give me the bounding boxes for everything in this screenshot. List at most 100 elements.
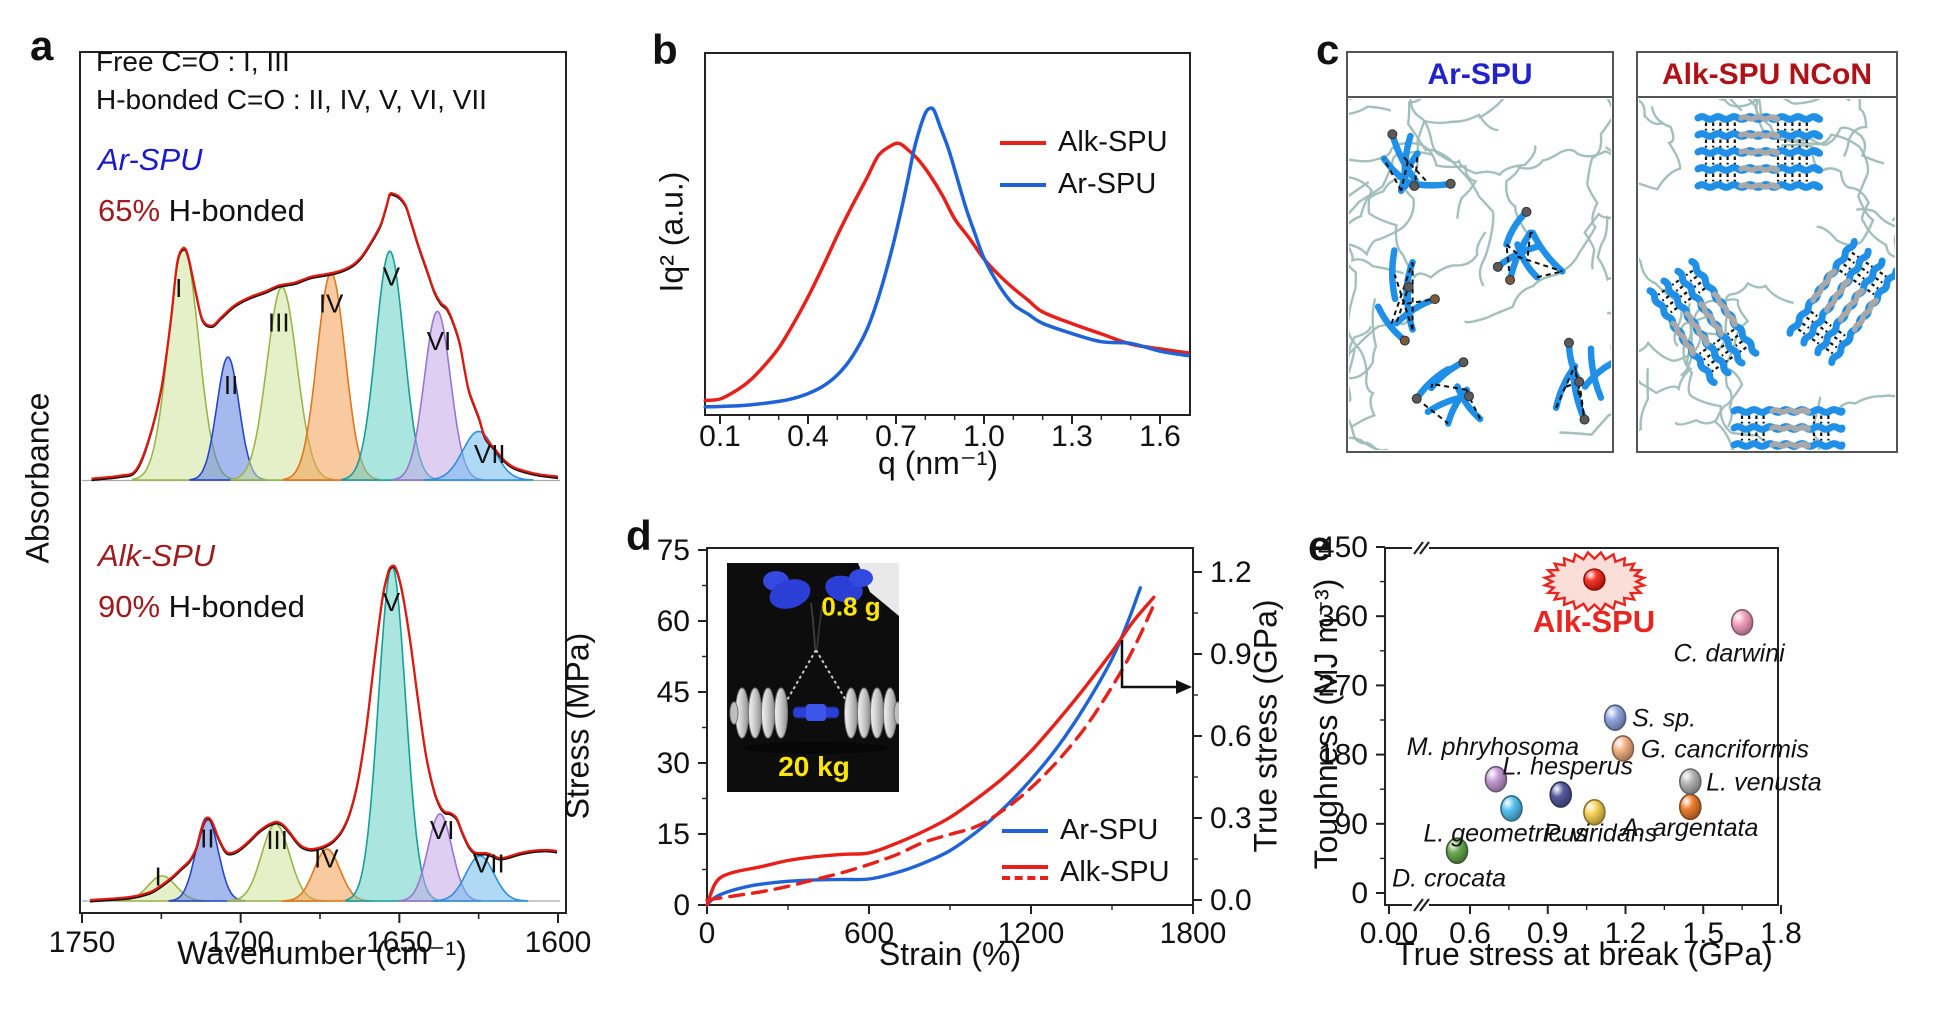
svg-text:60: 60 [657, 605, 690, 638]
schematic-title-alk-spu-ncon: Alk-SPU NCoN [1661, 58, 1873, 91]
legend-item-ar-spu: Ar-SPU [1002, 814, 1170, 847]
axis-label-wavenumber: Wavenumber (cm⁻¹) [177, 935, 467, 971]
svg-text:0.7: 0.7 [875, 420, 917, 453]
legend-panel-b: Alk-SPU Ar-SPU [1000, 126, 1168, 201]
data-point-l-hesperus [1549, 781, 1573, 808]
legend-line-red-solid-dashed-icon [1002, 865, 1048, 880]
panel-letter-c: c [1316, 26, 1340, 73]
annotation-free-co: Free C=O : I, III [96, 46, 290, 77]
svg-text:1200: 1200 [998, 917, 1065, 950]
svg-text:VII: VII [473, 849, 505, 879]
panel-c-schematic [1346, 51, 1898, 453]
axis-label-true-stress-break: True stress at break (GPa) [1395, 936, 1773, 972]
svg-text:30: 30 [657, 747, 690, 780]
panel-letter-e: e [1308, 522, 1332, 569]
svg-text:0.1: 0.1 [699, 420, 741, 453]
hbond-pct-value-ar: 65% [98, 193, 161, 228]
legend-item-alk-spu: Alk-SPU [1000, 126, 1168, 159]
svg-text:45: 45 [657, 676, 690, 709]
svg-text:1650: 1650 [366, 926, 433, 959]
legend-item-alk-spu: Alk-SPU [1002, 856, 1170, 889]
ar-spu-schematic [1349, 99, 1611, 450]
hbond-pct-value-alk: 90% [98, 589, 161, 624]
svg-text:V: V [383, 262, 401, 292]
data-point-g-cancriformis [1611, 735, 1635, 762]
svg-text:0: 0 [673, 889, 690, 922]
panel-letter-d: d [626, 512, 652, 559]
svg-text:L. hesperus: L. hesperus [1502, 753, 1633, 781]
svg-text:III: III [266, 825, 288, 855]
svg-text:I: I [155, 862, 162, 892]
axis-label-stress: Stress (MPa) [559, 632, 596, 820]
svg-text:P. viridans: P. viridans [1544, 819, 1658, 847]
data-point-m-phryhosoma [1484, 765, 1508, 793]
legend-label: Alk-SPU [1058, 126, 1168, 158]
svg-text:II: II [200, 823, 214, 853]
data-point-l-venusta [1678, 768, 1702, 795]
hbond-pct-suffix-alk: H-bonded [160, 589, 305, 624]
spectrum-label-ar-spu: Ar-SPU [98, 142, 203, 177]
svg-text:0.00: 0.00 [1360, 917, 1418, 950]
hbond-pct-ar: 65% H-bonded [98, 193, 305, 229]
svg-text:IV: IV [319, 289, 344, 319]
svg-text:0.6: 0.6 [1210, 720, 1252, 753]
axis-label-toughness: Toughness (MJ m⁻³) [1308, 578, 1344, 870]
svg-text:0.6: 0.6 [1449, 917, 1491, 950]
panel-letter-a: a [30, 22, 54, 69]
legend-line-blue-icon [1002, 828, 1048, 833]
inset-photo [727, 563, 899, 792]
panel-d-plot: 0 600 1200 1800 0 15 30 45 60 75 0.0 0.3 0.6 0.9 1.2 [657, 534, 1252, 950]
schematic-title-ar-spu: Ar-SPU [1427, 58, 1533, 91]
svg-text:0.4: 0.4 [787, 420, 829, 453]
svg-text:0.3: 0.3 [1210, 802, 1252, 835]
svg-text:I: I [175, 273, 182, 303]
axis-label-iq2: Iq² (a.u.) [653, 171, 690, 293]
data-point-s-sp- [1603, 704, 1627, 731]
svg-text:75: 75 [657, 534, 690, 567]
axis-label-true-stress: True stress (GPa) [1247, 599, 1284, 853]
hbond-pct-alk: 90% H-bonded [98, 589, 305, 625]
highlight-label-alk-spu: Alk-SPU [1532, 604, 1656, 639]
inset-weight-label: 20 kg [778, 751, 850, 782]
data-point-c-darwini [1730, 609, 1754, 636]
svg-text:G. cancriformis: G. cancriformis [1641, 735, 1809, 763]
legend-item-ar-spu: Ar-SPU [1000, 168, 1168, 201]
svg-text:1.6: 1.6 [1139, 420, 1181, 453]
svg-text:1.8: 1.8 [1760, 917, 1802, 950]
svg-text:1600: 1600 [525, 926, 592, 959]
svg-text:90: 90 [1335, 808, 1368, 841]
panel-e-plot: 0.00 0.6 0.9 1.2 1.5 1.8 0 90 180 270 360 450 D. cro… [1318, 531, 1822, 950]
svg-text:1.0: 1.0 [963, 420, 1005, 453]
panel-b-plot: 0.1 0.4 0.7 1.0 1.3 1.6 [699, 52, 1191, 453]
svg-text:III: III [268, 307, 290, 337]
axis-label-absorbance: Absorbance [19, 392, 56, 564]
hbond-pct-suffix-ar: H-bonded [160, 193, 305, 228]
svg-text:1.2: 1.2 [1605, 917, 1647, 950]
legend-panel-d: Ar-SPU Alk-SPU [1002, 814, 1170, 889]
svg-text:15: 15 [657, 818, 690, 851]
legend-label: Alk-SPU [1060, 856, 1170, 888]
legend-label: Ar-SPU [1060, 814, 1159, 846]
svg-text:1.3: 1.3 [1051, 420, 1093, 453]
svg-text:L. venusta: L. venusta [1706, 769, 1821, 797]
svg-text:S. sp.: S. sp. [1632, 705, 1696, 733]
axis-label-strain: Strain (%) [878, 936, 1022, 972]
data-point-d-crocata [1445, 837, 1469, 865]
svg-text:D. crocata: D. crocata [1392, 865, 1506, 893]
spectrum-label-alk-spu: Alk-SPU [98, 538, 216, 573]
svg-text:V: V [383, 587, 401, 617]
panel-letter-b: b [652, 26, 678, 73]
legend-line-blue-icon [1000, 182, 1046, 187]
svg-text:1750: 1750 [49, 926, 116, 959]
svg-text:IV: IV [314, 844, 339, 874]
svg-text:0: 0 [699, 917, 716, 950]
svg-text:L. geometricus: L. geometricus [1423, 819, 1587, 847]
axis-label-q: q (nm⁻¹) [878, 445, 998, 481]
svg-text:II: II [224, 370, 238, 400]
data-point-p-viridans [1583, 798, 1606, 826]
svg-text:C. darwini: C. darwini [1674, 639, 1787, 667]
svg-text:VII: VII [474, 439, 506, 469]
